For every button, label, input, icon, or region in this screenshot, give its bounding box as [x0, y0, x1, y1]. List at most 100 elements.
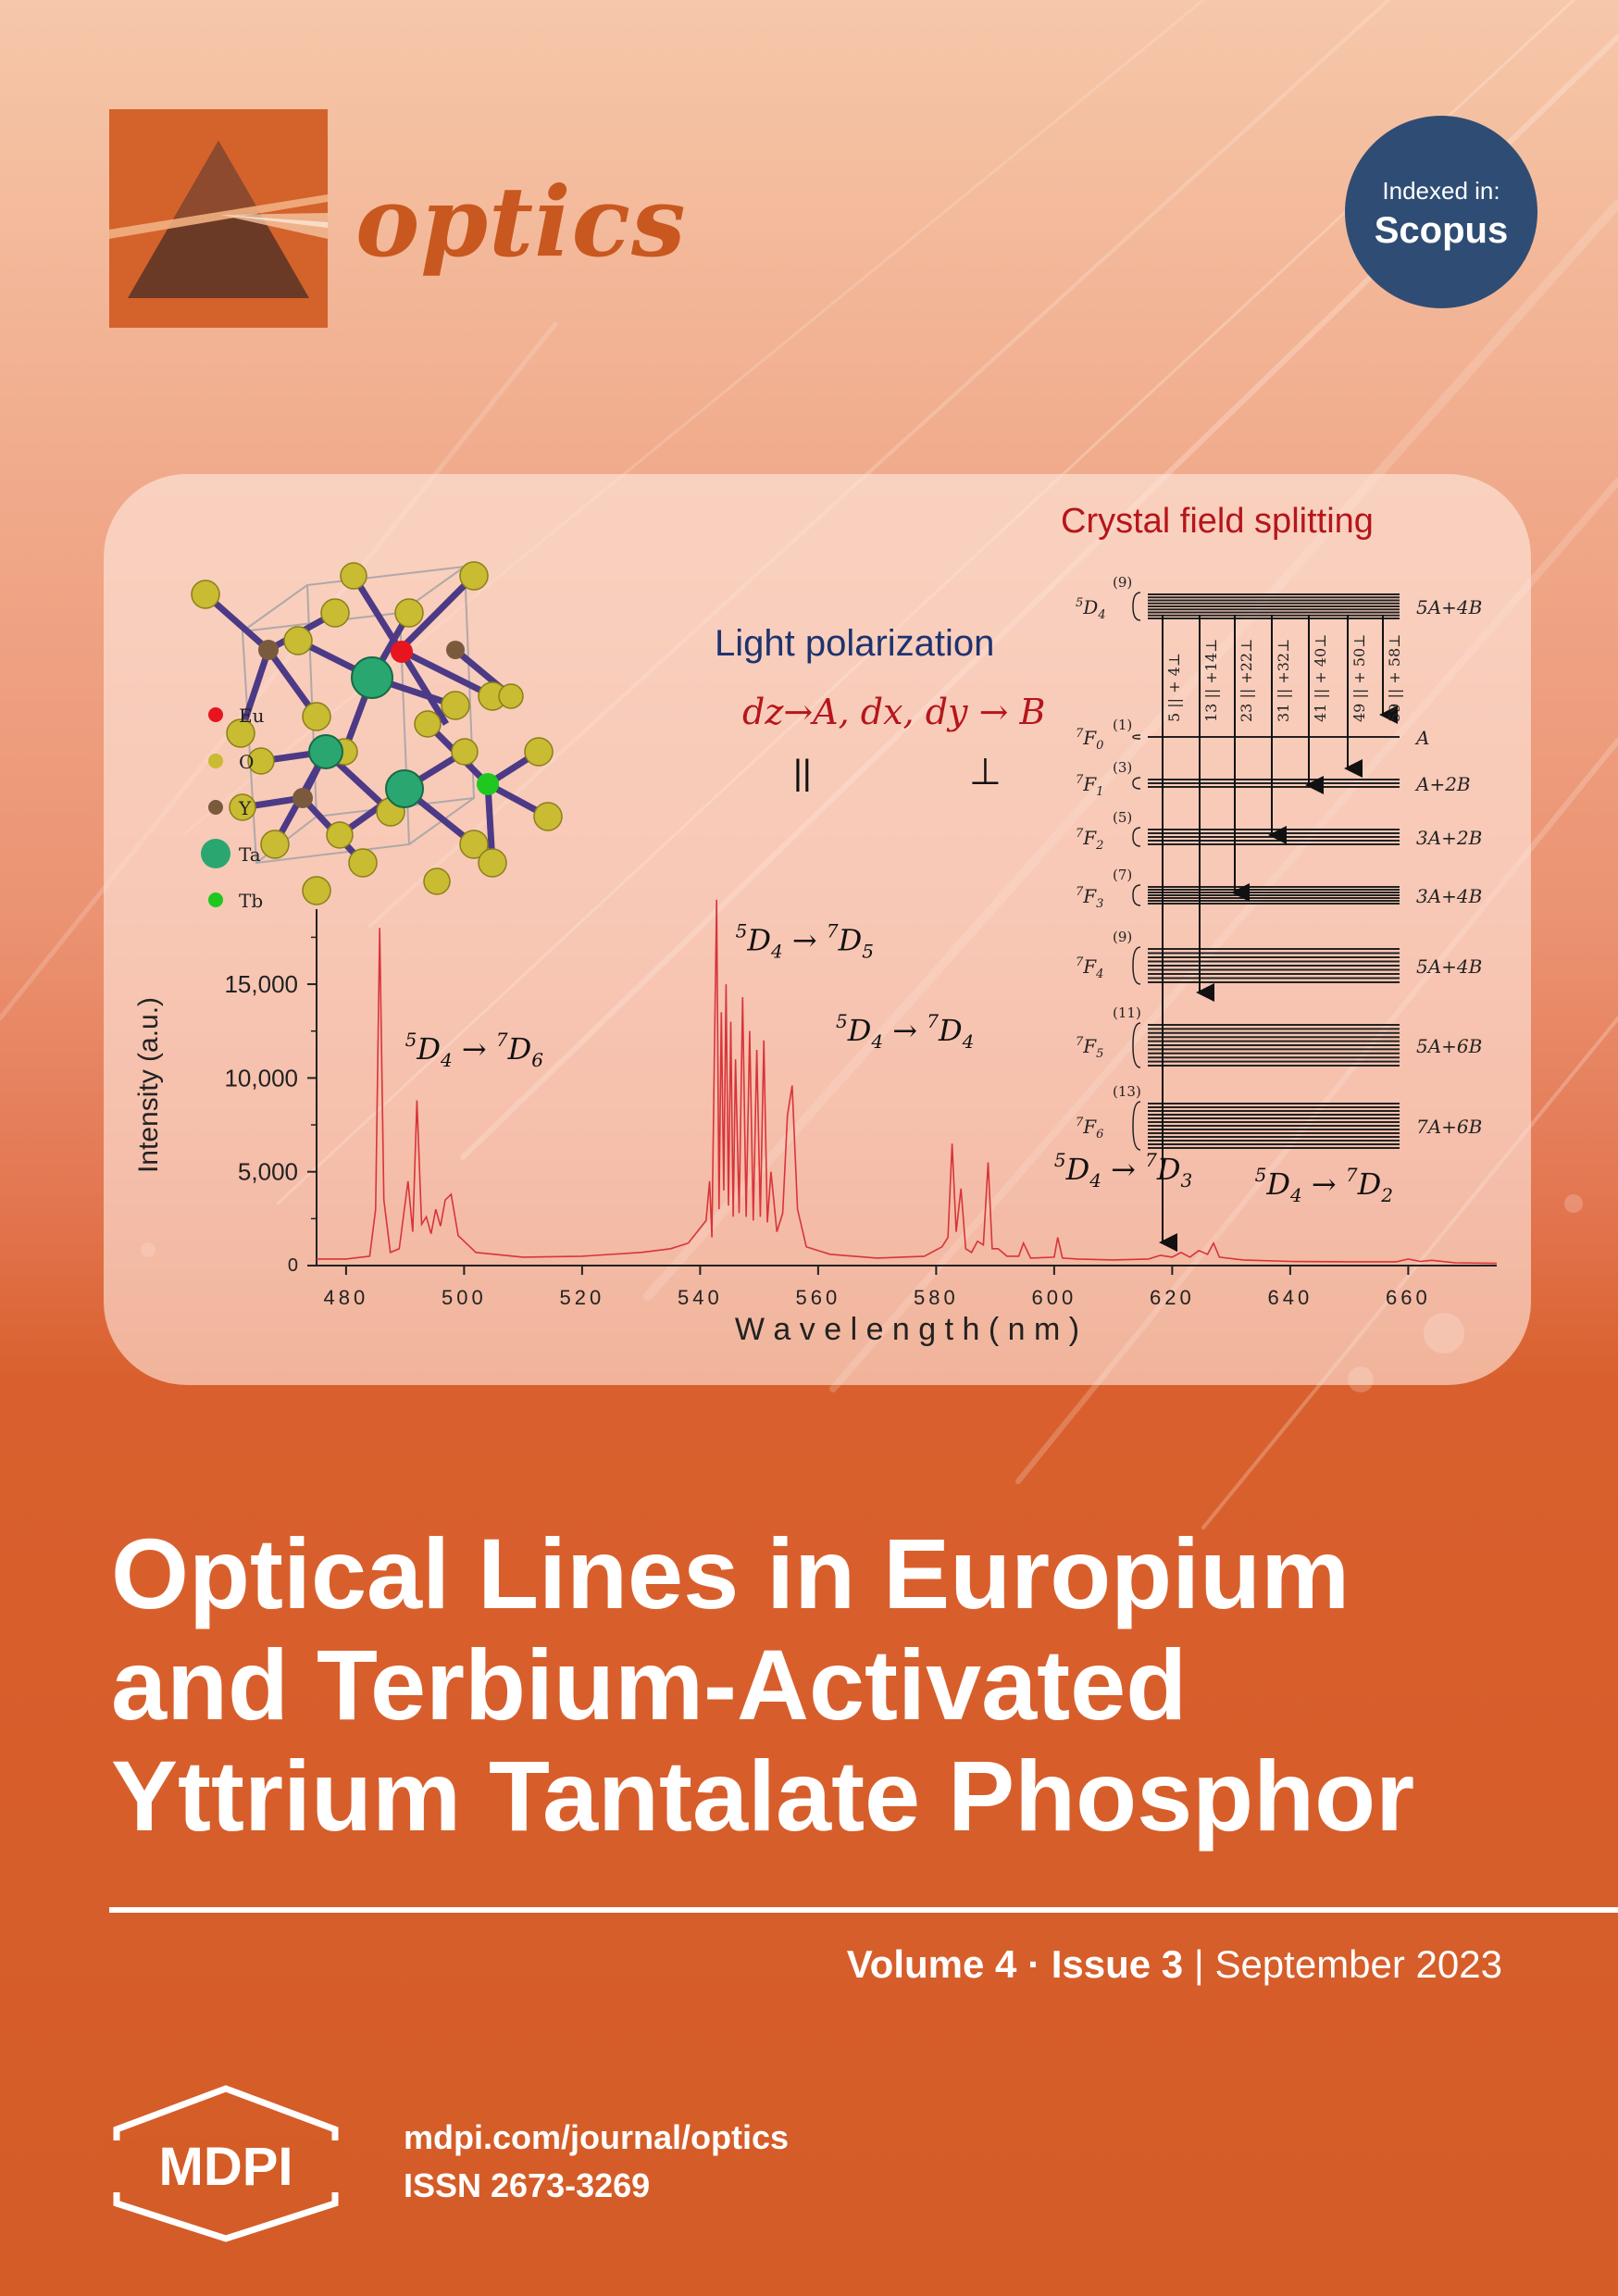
y-ticks: 0 5,000 10,000 15,000 [224, 936, 317, 1276]
legend-marker-tb [208, 892, 223, 907]
legend-label-tb: Tb [239, 890, 263, 912]
x-ticks: 480 500 520 540 560 580 600 620 640 660 [324, 1266, 1431, 1309]
level-term: 7F0 [1076, 727, 1103, 753]
level-degeneracy: (7) [1113, 867, 1132, 883]
emission-spectrum-chart: 480 500 520 540 560 580 600 620 640 660 0 5,000 10,… [133, 899, 1498, 1347]
spectrum-line [317, 899, 1498, 1265]
issue-date: September 2023 [1214, 1942, 1502, 1986]
level-term: 7F4 [1076, 955, 1103, 981]
x-tick-label: 480 [324, 1286, 369, 1309]
issue-info: Volume 4 · Issue 3 | September 2023 [847, 1942, 1502, 1987]
spectrum-figure: Eu O Y Ta Tb Light polarization dz→A, dx, dy… [133, 502, 1498, 1347]
indexed-badge: Indexed in: Scopus [1345, 116, 1537, 308]
crystal-structure-illustration [191, 561, 563, 905]
element-legend: Eu O Y Ta Tb [201, 705, 265, 912]
x-tick-label: 540 [678, 1286, 723, 1309]
transition-count-label: 5 || + 4⊥ [1165, 653, 1183, 722]
x-tick-label: 640 [1268, 1286, 1313, 1309]
level-brace [1132, 946, 1141, 985]
journal-name: optics [355, 165, 687, 279]
level-term: 7F1 [1076, 773, 1103, 799]
level-brace [1132, 827, 1141, 847]
y-tick-label: 10,000 [224, 1064, 298, 1092]
level-term: 7F6 [1076, 1116, 1103, 1142]
article-title-line-1: Optical Lines in Europium [111, 1517, 1350, 1629]
x-tick-label: 560 [796, 1286, 841, 1309]
x-tick-label: 600 [1032, 1286, 1077, 1309]
level-label: 3A+4B [1416, 885, 1482, 907]
transition-count-label: 13 || +14⊥ [1202, 639, 1220, 722]
level-label: 7A+6B [1416, 1116, 1482, 1138]
transition-annotations: 5D4 → 7D6 5D4 → 7D5 5D4 → 7D4 5D4 → 7D3 5D4 … [405, 920, 1393, 1206]
level-brace [1132, 777, 1141, 790]
issue-separator: | [1193, 1942, 1204, 1986]
level-degeneracy: (9) [1113, 929, 1132, 945]
level-label: 5A+6B [1416, 1035, 1482, 1057]
article-title-line-2: and Terbium-Activated [111, 1628, 1188, 1741]
level-label: 3A+2B [1416, 827, 1482, 849]
transition-count-label: 59 || + 58⊥ [1386, 634, 1403, 722]
level-degeneracy: (1) [1113, 717, 1132, 733]
scopus-label: Scopus [1374, 210, 1509, 251]
transition-count-label: 49 || + 50⊥ [1350, 634, 1368, 722]
article-title-line-3: Yttrium Tantalate Phosphor [111, 1740, 1415, 1852]
hexagon-icon [113, 2085, 339, 2242]
legend-label-ta: Ta [239, 843, 261, 866]
volume: Volume 4 [846, 1942, 1017, 1986]
legend-marker-y [208, 800, 223, 815]
x-tick-label: 520 [560, 1286, 605, 1309]
level-term: 5D4 [1076, 596, 1106, 622]
prism-icon [109, 141, 328, 298]
journal-url[interactable]: mdpi.com/journal/optics [404, 2118, 790, 2156]
polarization-formula: dz→A, dx, dy → B [742, 692, 1045, 732]
y-tick-label: 15,000 [224, 970, 298, 998]
y-tick-label: 5,000 [238, 1158, 298, 1186]
x-tick-label: 660 [1386, 1286, 1431, 1309]
transition-label: 5D4 → 7D6 [405, 1029, 544, 1071]
y-axis-label: Intensity (a.u.) [133, 997, 164, 1173]
transition-count-label: 41 || + 40⊥ [1312, 634, 1329, 722]
x-tick-label: 580 [914, 1286, 959, 1309]
x-tick-label: 500 [442, 1286, 487, 1309]
level-degeneracy: (5) [1113, 809, 1132, 826]
level-degeneracy: (3) [1113, 759, 1132, 776]
transition-label: 5D4 → 7D3 [1054, 1149, 1192, 1192]
level-brace [1132, 884, 1141, 906]
journal-logo [109, 109, 328, 328]
legend-label-o: O [239, 751, 254, 773]
mdpi-logo: MDPI [107, 2085, 344, 2242]
x-tick-label: 620 [1150, 1286, 1195, 1309]
transition-label: 5D4 → 7D5 [736, 920, 874, 963]
parallel-symbol: || [793, 754, 812, 792]
level-term: 7F2 [1076, 827, 1103, 853]
level-label: A [1414, 727, 1429, 749]
transition-count-label: 31 || +32⊥ [1275, 639, 1292, 722]
level-brace [1132, 1022, 1141, 1068]
level-degeneracy: (11) [1113, 1004, 1141, 1021]
legend-marker-o [208, 754, 223, 768]
level-label: 5A+4B [1416, 955, 1482, 978]
legend-marker-eu [208, 707, 223, 722]
crystal-field-title: Crystal field splitting [1061, 502, 1374, 541]
divider [109, 1907, 1618, 1913]
level-brace [1132, 592, 1141, 621]
publisher-name: MDPI [159, 2137, 293, 2197]
indexed-label: Indexed in: [1382, 177, 1500, 205]
level-label: A+2B [1414, 773, 1471, 795]
level-brace [1132, 734, 1141, 740]
x-axis-label: W a v e l e n g t h ( n m ) [735, 1312, 1079, 1347]
issn: ISSN 2673-3269 [404, 2166, 651, 2204]
legend-marker-ta [201, 839, 230, 868]
transition-label: 5D4 → 7D2 [1255, 1164, 1393, 1206]
article-title: Optical Lines in Europium and Terbium-Ac… [111, 1518, 1414, 1852]
level-brace [1132, 1101, 1141, 1151]
level-term: 7F5 [1076, 1035, 1103, 1061]
y-tick-label: 0 [288, 1255, 298, 1276]
legend-label-y: Y [238, 797, 252, 819]
level-degeneracy: (13) [1113, 1083, 1141, 1100]
perpendicular-symbol: ⊥ [969, 752, 1002, 792]
issue-dot: · [1027, 1942, 1041, 1986]
polarization-title: Light polarization [715, 623, 994, 664]
level-term: 7F3 [1076, 885, 1103, 911]
